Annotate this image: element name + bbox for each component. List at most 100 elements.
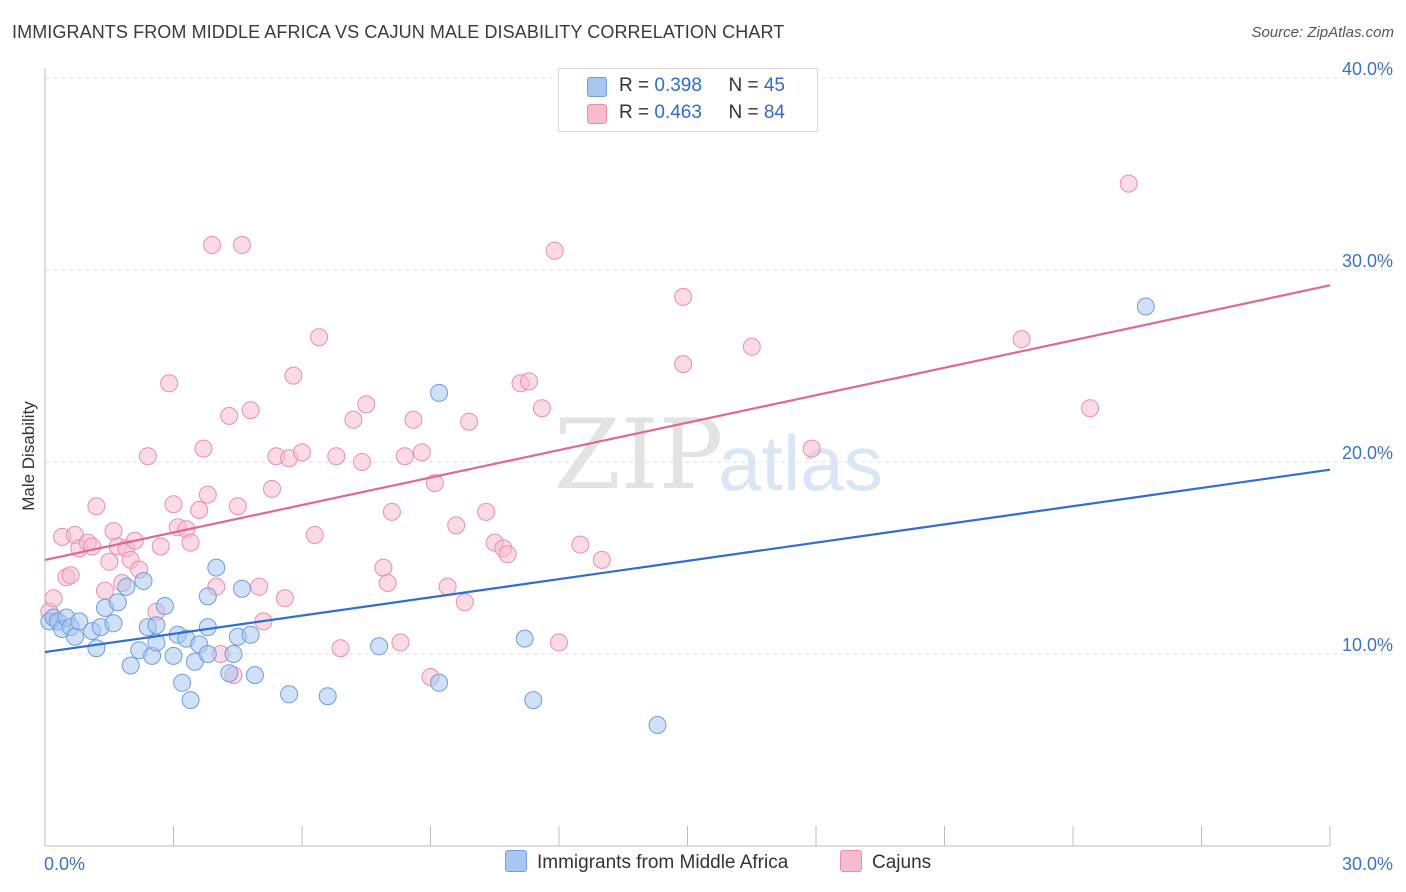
cajuns-point: [592, 550, 611, 569]
middle-africa-point: [207, 558, 226, 577]
bottom-legend-middle-africa: Immigrants from Middle Africa: [505, 850, 788, 874]
cajuns-point: [412, 443, 431, 462]
y-tick-label: 10.0%: [1342, 635, 1393, 655]
cajuns-point: [241, 401, 260, 420]
legend-swatch-blue: [587, 77, 607, 97]
middle-africa-point: [108, 593, 127, 612]
cajuns-point: [674, 287, 693, 306]
middle-africa-point: [245, 666, 264, 685]
cajuns-point: [742, 337, 761, 356]
middle-africa-point: [117, 577, 136, 596]
cajuns-point: [357, 395, 376, 414]
middle-africa-point: [220, 664, 239, 683]
stats-legend: R = 0.398 N = 45 R = 0.463 N = 84: [558, 68, 818, 132]
legend-text: R = 0.463 N = 84: [619, 102, 785, 124]
middle-africa-point: [87, 639, 106, 658]
legend-n-label: N =: [728, 75, 764, 96]
middle-africa-point: [233, 579, 251, 598]
middle-africa-points: [40, 297, 1155, 734]
cajuns-trend-line: [44, 284, 1331, 561]
cajuns-point: [391, 633, 410, 652]
legend-n-value: 84: [763, 102, 785, 123]
cajuns-point: [674, 355, 693, 374]
middle-africa-point: [147, 616, 166, 635]
middle-africa-point: [104, 614, 123, 633]
cajuns-point: [545, 241, 564, 260]
cajuns-point: [404, 410, 423, 429]
x-tick-label-min: 0.0%: [44, 854, 85, 874]
middle-africa-point: [318, 687, 337, 706]
cajuns-point: [1119, 174, 1138, 193]
middle-africa-point: [280, 685, 299, 704]
bottom-legend-label: Cajuns: [872, 852, 932, 873]
bottom-legend-swatch-pink: [840, 850, 862, 872]
cajuns-point: [61, 566, 80, 585]
cajuns-point: [460, 412, 479, 431]
chart-title: IMMIGRANTS FROM MIDDLE AFRICA VS CAJUN M…: [12, 22, 785, 42]
cajuns-point: [44, 589, 63, 608]
cajuns-point: [498, 545, 517, 564]
cajuns-point: [477, 502, 496, 521]
middle-africa-point: [524, 691, 543, 710]
middle-africa-point: [1136, 297, 1155, 316]
cajuns-points: [40, 174, 1138, 686]
cajuns-point: [203, 236, 222, 254]
middle-africa-point: [147, 633, 166, 652]
y-tick-label: 20.0%: [1342, 443, 1393, 463]
cajuns-point: [331, 639, 350, 658]
middle-africa-point: [173, 673, 192, 692]
cajuns-point: [100, 552, 119, 571]
middle-africa-point: [198, 645, 217, 663]
cajuns-point: [378, 574, 397, 592]
legend-n-label: N =: [728, 102, 764, 123]
middle-africa-point: [648, 716, 667, 734]
legend-text: R = 0.398 N = 45: [619, 75, 785, 97]
cajuns-point: [138, 447, 157, 466]
y-axis-title: Male Disability: [19, 401, 38, 511]
y-tick-label: 40.0%: [1342, 59, 1393, 79]
cajuns-point: [310, 328, 329, 347]
cajuns-point: [438, 577, 457, 596]
cajuns-point: [447, 516, 466, 535]
cajuns-point: [374, 558, 393, 577]
bottom-legend-cajuns: Cajuns: [840, 850, 931, 874]
legend-r-label: R =: [619, 75, 655, 96]
middle-africa-point: [66, 627, 84, 646]
middle-africa-point: [134, 572, 153, 590]
middle-africa-point: [155, 597, 174, 615]
middle-africa-point: [224, 645, 243, 663]
cajuns-point: [104, 522, 123, 541]
source-label: Source: ZipAtlas.com: [1251, 24, 1394, 41]
cajuns-point: [344, 410, 363, 429]
legend-r-label: R =: [619, 102, 655, 123]
cajuns-point: [532, 399, 551, 418]
cajuns-point: [550, 633, 568, 652]
watermark-zip: ZIP: [554, 399, 723, 511]
y-tick-label: 30.0%: [1342, 251, 1393, 271]
cajuns-point: [305, 526, 324, 544]
grid-lines: [45, 77, 1392, 655]
cajuns-point: [87, 497, 106, 516]
cajuns-point: [220, 406, 239, 425]
legend-n-value: 45: [763, 75, 785, 96]
bottom-legend-swatch-blue: [505, 850, 527, 872]
cajuns-point: [802, 439, 821, 458]
cajuns-point: [275, 589, 294, 608]
watermark-atlas: atlas: [718, 419, 883, 507]
cajuns-point: [293, 443, 311, 462]
x-ticks: [173, 826, 1331, 846]
middle-africa-point: [430, 383, 449, 402]
middle-africa-point: [370, 637, 389, 656]
cajuns-point: [1012, 330, 1031, 349]
cajuns-point: [228, 497, 247, 516]
bottom-legend-label: Immigrants from Middle Africa: [537, 852, 789, 873]
cajuns-point: [1081, 399, 1100, 418]
cajuns-point: [284, 366, 303, 385]
cajuns-point: [425, 474, 444, 493]
middle-africa-point: [164, 646, 183, 665]
middle-africa-trend-line: [44, 468, 1331, 654]
cajuns-point: [263, 479, 281, 498]
cajuns-point: [250, 577, 269, 596]
middle-africa-point: [430, 673, 449, 692]
